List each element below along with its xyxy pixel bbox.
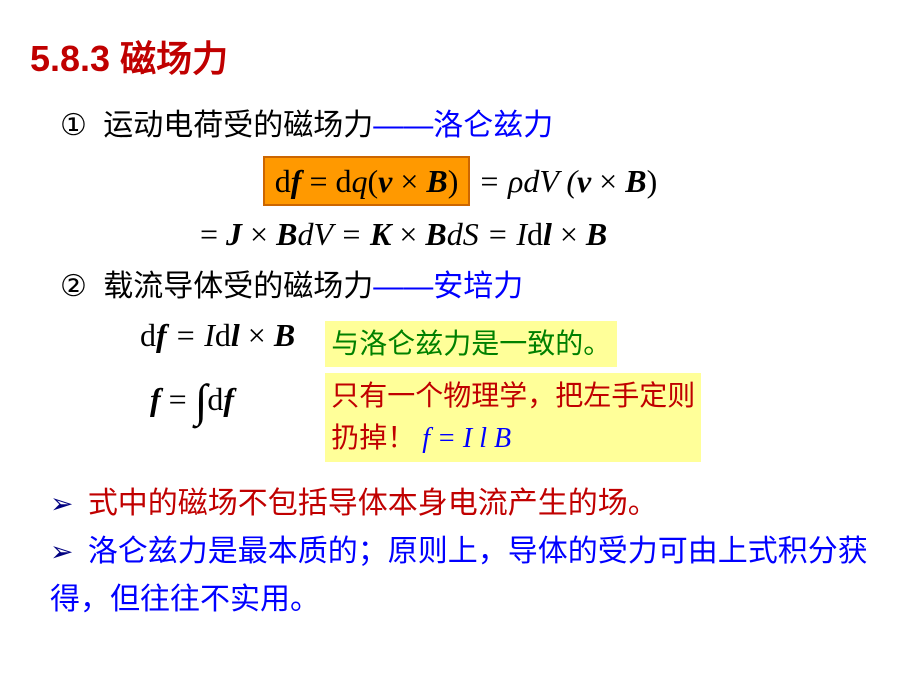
eq1b: = ρdV ( <box>478 163 577 199</box>
bullet-note-1: ➢ 式中的磁场不包括导体本身电流产生的场。 <box>50 478 890 522</box>
note1-text: 式中的磁场不包括导体本身电流产生的场。 <box>88 487 658 520</box>
equation-3: df = Idl × B <box>140 317 295 354</box>
eq2-x2: × <box>391 216 425 252</box>
eq2-l: l <box>543 216 552 252</box>
eq3-B: B <box>274 317 295 353</box>
bullet-icon-1: ➢ <box>50 488 73 519</box>
eq2-dS: dS = I <box>447 216 527 252</box>
eq1-lp: ( <box>367 163 378 199</box>
eq3-f: f <box>156 317 167 353</box>
integral-sign: ∫ <box>195 375 208 426</box>
eq1-B: B <box>426 163 447 199</box>
point1-dash: —— <box>373 109 433 142</box>
eq1-x: × <box>392 163 426 199</box>
point1-term: 洛仑兹力 <box>433 109 553 142</box>
eq1-m1: = d <box>301 163 351 199</box>
highlight-box: df = dq(v × B) <box>263 156 471 206</box>
eq1-v: v <box>378 163 392 199</box>
point1-prefix: 运动电荷受的磁场力 <box>103 109 373 142</box>
point2-dash: —— <box>373 270 433 303</box>
red-note-2: 扔掉！ <box>331 422 415 453</box>
red-note-block: 只有一个物理学，把左手定则 扔掉！ f = I l B <box>325 373 701 462</box>
slide-root: 5.8.3 磁场力 ① 运动电荷受的磁场力——洛仑兹力 df = dq(v × … <box>0 0 920 690</box>
bullet-icon-2: ➢ <box>50 536 73 567</box>
eq1-f: f <box>291 163 302 199</box>
eq2-B2: B <box>425 216 446 252</box>
eq3-mid: = I <box>167 317 215 353</box>
eq-note-row: df = Idl × B f = ∫df 与洛仑兹力是一致的。 只有一个物理学，… <box>140 317 890 462</box>
eq2-B3: B <box>586 216 607 252</box>
blue-eq: f = I l B <box>415 423 511 454</box>
eq2-B1: B <box>276 216 297 252</box>
eq1-q: q <box>351 163 367 199</box>
point2-term: 安培力 <box>433 270 523 303</box>
note2-text: 洛仑兹力是最本质的；原则上，导体的受力可由上式积分获得，但往往不实用。 <box>50 535 868 616</box>
eq1b-B: B <box>625 163 646 199</box>
point-2: ② 载流导体受的磁场力——安培力 <box>60 263 890 311</box>
eq4-eq: = <box>161 381 195 417</box>
eq-col: df = Idl × B f = ∫df <box>140 317 295 427</box>
eq2-K: K <box>370 216 391 252</box>
equation-2: = J × BdV = K × BdS = Idl × B <box>200 216 890 253</box>
eq2-x3: × <box>552 216 586 252</box>
eq1-d: d <box>275 163 291 199</box>
eq1b-rp: ) <box>647 163 658 199</box>
equation-1: df = dq(v × B) = ρdV (v × B) <box>30 156 890 206</box>
eq3-d: d <box>215 317 231 353</box>
note-col: 与洛仑兹力是一致的。 只有一个物理学，把左手定则 扔掉！ f = I l B <box>325 321 701 462</box>
eq2-J: J <box>226 216 242 252</box>
eq3-l: l <box>231 317 240 353</box>
eq2-x1: × <box>242 216 276 252</box>
eq2-dV: dV = <box>297 216 370 252</box>
marker-2: ② <box>60 270 87 303</box>
section-title: 5.8.3 磁场力 <box>30 30 890 82</box>
green-note: 与洛仑兹力是一致的。 <box>325 321 617 367</box>
bullet-note-2: ➢ 洛仑兹力是最本质的；原则上，导体的受力可由上式积分获得，但往往不实用。 <box>50 528 890 624</box>
eq2-dl: d <box>527 216 543 252</box>
eq1-rp: ) <box>448 163 459 199</box>
eq3-pre: d <box>140 317 156 353</box>
point-1: ① 运动电荷受的磁场力——洛仑兹力 <box>60 102 890 150</box>
eq3-x: × <box>240 317 274 353</box>
eq4-f: f <box>150 381 161 417</box>
point2-prefix: 载流导体受的磁场力 <box>103 270 373 303</box>
marker-1: ① <box>60 109 87 142</box>
eq1b-v: v <box>577 163 591 199</box>
eq4-f2: f <box>223 381 234 417</box>
equation-4: f = ∫df <box>150 374 295 427</box>
eq4-d: d <box>207 381 223 417</box>
eq2-eq: = <box>200 216 226 252</box>
eq1b-wrap: = ρdV (v × B) <box>470 163 657 199</box>
eq1b-x: × <box>591 163 625 199</box>
red-note-1: 只有一个物理学，把左手定则 <box>331 380 695 411</box>
